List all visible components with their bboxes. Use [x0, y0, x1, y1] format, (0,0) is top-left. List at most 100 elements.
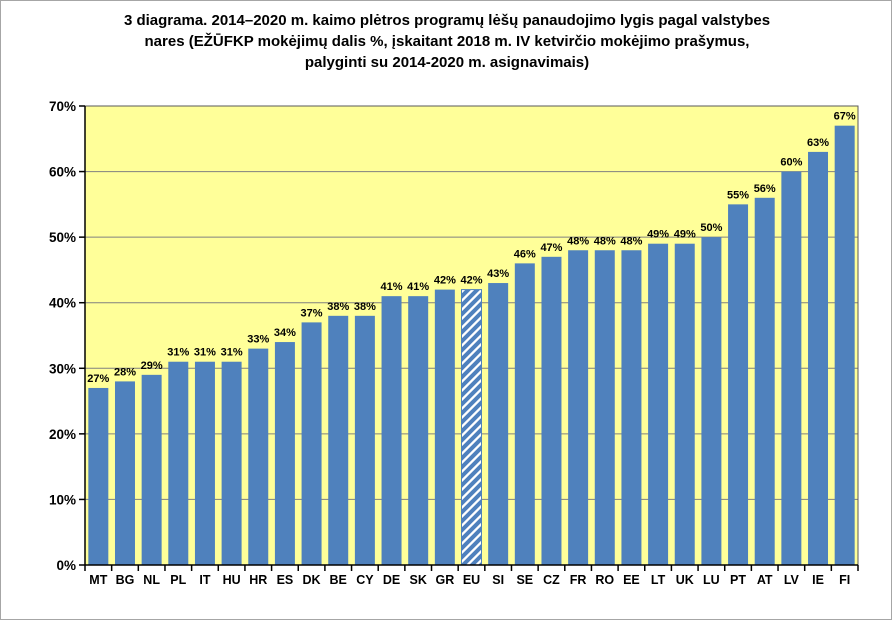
bar-CY: [354, 315, 375, 565]
bar-SE: [514, 263, 535, 565]
bar-value-label-BE: 38%: [327, 301, 349, 313]
y-axis-label: 40%: [49, 296, 76, 311]
bar-value-label-SK: 41%: [407, 281, 429, 293]
x-axis-label-SK: SK: [410, 573, 427, 587]
bar-DE: [381, 296, 402, 565]
x-axis-label-HR: HR: [249, 573, 267, 587]
bar-value-label-DK: 37%: [301, 307, 323, 319]
bar-SK: [408, 296, 429, 565]
bar-value-label-GR: 42%: [434, 275, 456, 287]
x-axis-label-FI: FI: [839, 573, 850, 587]
chart-title-line-2: nares (EŽŪFKP mokėjimų dalis %, įskaitan…: [145, 32, 750, 50]
bar-HR: [248, 348, 269, 565]
bar-value-label-LV: 60%: [780, 157, 802, 169]
y-axis-label: 0%: [56, 558, 76, 573]
bar-value-label-NL: 29%: [141, 360, 163, 372]
y-axis-label: 70%: [49, 99, 76, 114]
bar-value-label-IE: 63%: [807, 137, 829, 149]
chart-title-line-1: 3 diagrama. 2014–2020 m. kaimo plėtros p…: [124, 12, 770, 29]
bar-value-label-MT: 27%: [87, 373, 109, 385]
bar-value-label-DE: 41%: [381, 281, 403, 293]
y-axis-label: 10%: [49, 492, 76, 507]
bar-value-label-FI: 67%: [834, 111, 856, 123]
x-axis-label-CZ: CZ: [543, 573, 560, 587]
x-axis-label-GR: GR: [435, 573, 454, 587]
bar-value-label-ES: 34%: [274, 327, 296, 339]
x-axis-label-LV: LV: [784, 573, 800, 587]
bar-CZ: [541, 256, 562, 565]
bar-MT: [88, 387, 109, 565]
y-axis-label: 60%: [49, 165, 76, 180]
bar-value-label-CZ: 47%: [540, 242, 562, 254]
x-axis-label-IT: IT: [199, 573, 210, 587]
bar-value-label-EE: 48%: [620, 235, 642, 247]
x-axis-label-UK: UK: [676, 573, 694, 587]
x-axis-label-AT: AT: [757, 573, 773, 587]
bar-value-label-CY: 38%: [354, 301, 376, 313]
y-axis-label: 30%: [49, 361, 76, 376]
bar-value-label-EU: 42%: [460, 275, 482, 287]
bar-LT: [648, 243, 669, 565]
x-axis-label-LT: LT: [651, 573, 666, 587]
bar-BE: [328, 315, 349, 565]
x-axis-label-ES: ES: [277, 573, 294, 587]
bar-EE: [621, 250, 642, 565]
chart-title-line-3: palyginti su 2014-2020 m. asignavimais): [305, 54, 589, 71]
plot-group: 27% MT 28% BG 29% NL 31% PL 31% IT 31% HU 33% HR 34% ES…: [49, 99, 859, 587]
bar-BG: [114, 381, 135, 565]
x-axis-label-SE: SE: [516, 573, 533, 587]
bar-GR: [434, 289, 455, 565]
bar-value-label-SI: 43%: [487, 268, 509, 280]
chart-title: 3 diagrama. 2014–2020 m. kaimo plėtros p…: [124, 12, 770, 71]
x-axis-label-EU: EU: [463, 573, 480, 587]
bar-value-label-PT: 55%: [727, 189, 749, 201]
bar-EU: [461, 289, 482, 566]
x-axis-label-FR: FR: [570, 573, 587, 587]
bar-value-label-SE: 46%: [514, 248, 536, 260]
bar-value-label-RO: 48%: [594, 235, 616, 247]
bar-value-label-FR: 48%: [567, 235, 589, 247]
x-axis-label-PT: PT: [730, 573, 746, 587]
bar-AT: [754, 197, 775, 566]
bar-value-label-BG: 28%: [114, 366, 136, 378]
bar-value-label-LT: 49%: [647, 229, 669, 241]
bar-ES: [274, 342, 295, 565]
bar-value-label-IT: 31%: [194, 347, 216, 359]
bar-value-label-PL: 31%: [167, 347, 189, 359]
bar-IT: [194, 361, 215, 565]
bar-RO: [594, 250, 615, 565]
x-axis-label-SI: SI: [492, 573, 504, 587]
bar-SI: [488, 283, 509, 565]
x-axis-label-MT: MT: [89, 573, 107, 587]
x-axis-label-DE: DE: [383, 573, 400, 587]
y-axis-label: 20%: [49, 427, 76, 442]
bar-FR: [568, 250, 589, 565]
bar-value-label-UK: 49%: [674, 229, 696, 241]
x-axis-label-IE: IE: [812, 573, 824, 587]
bar-PL: [168, 361, 189, 565]
bar-PT: [728, 204, 749, 565]
bar-LU: [701, 237, 722, 565]
bar-FI: [834, 125, 855, 566]
x-axis-label-DK: DK: [303, 573, 321, 587]
x-axis-label-BE: BE: [330, 573, 347, 587]
y-axis-label: 50%: [49, 230, 76, 245]
bar-value-label-HU: 31%: [221, 347, 243, 359]
bar-UK: [674, 243, 695, 565]
bar-DK: [301, 322, 322, 565]
bar-LV: [781, 171, 802, 566]
x-axis-label-EE: EE: [623, 573, 640, 587]
bar-NL: [141, 374, 162, 565]
x-axis-label-BG: BG: [116, 573, 135, 587]
x-axis-label-RO: RO: [595, 573, 614, 587]
bar-value-label-HR: 33%: [247, 334, 269, 346]
bar-HU: [221, 361, 242, 565]
x-axis-label-CY: CY: [356, 573, 374, 587]
bar-value-label-AT: 56%: [754, 183, 776, 195]
bar-IE: [808, 151, 829, 565]
x-axis-label-HU: HU: [223, 573, 241, 587]
x-axis-label-NL: NL: [143, 573, 160, 587]
x-axis-label-LU: LU: [703, 573, 720, 587]
